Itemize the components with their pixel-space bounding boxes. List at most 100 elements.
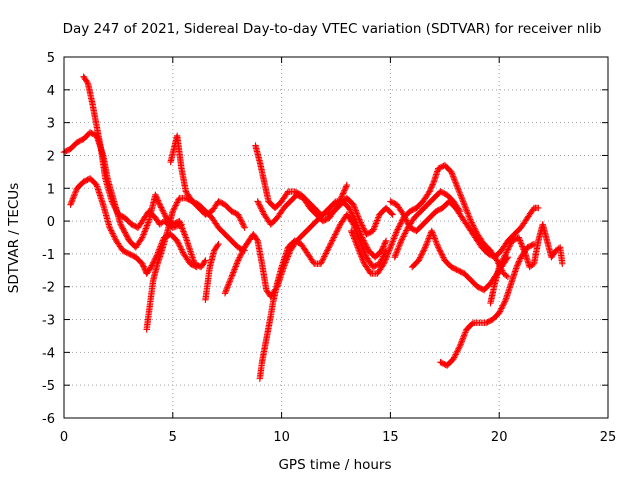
data-point: [353, 241, 360, 248]
data-point: [140, 229, 148, 237]
data-point: [507, 240, 515, 247]
data-point: [356, 250, 364, 257]
data-point: [353, 208, 360, 216]
data-point: [67, 201, 74, 208]
data-point: [176, 217, 183, 225]
data-point: [348, 227, 355, 235]
data-point: [327, 240, 335, 247]
x-axis-ticks: 0 5 10 15 20 25: [60, 57, 616, 445]
data-point: [123, 233, 131, 240]
data-point: [396, 221, 404, 229]
data-point: [258, 206, 266, 214]
data-point: [70, 194, 77, 201]
data-point: [388, 239, 396, 247]
data-point: [321, 253, 328, 260]
data-point: [455, 345, 462, 352]
data-point: [173, 237, 181, 244]
data-point: [221, 290, 229, 297]
data-point: [459, 197, 466, 204]
data-point: [113, 206, 120, 214]
data-point: [454, 183, 461, 190]
data-point: [437, 248, 444, 255]
data-point: [70, 192, 78, 199]
data-point: [383, 254, 390, 261]
data-point: [153, 194, 160, 201]
data-point: [499, 302, 507, 309]
y-tick-label: -4: [42, 346, 55, 361]
data-point: [516, 235, 523, 243]
data-point: [375, 214, 382, 221]
data-point: [455, 186, 462, 193]
data-point: [67, 199, 75, 207]
data-point: [346, 206, 353, 213]
data-point: [236, 214, 243, 221]
data-point: [222, 288, 229, 295]
data-point: [155, 200, 163, 207]
data-point: [425, 189, 432, 197]
data-point: [69, 197, 76, 204]
data-point: [147, 263, 155, 271]
data-point: [515, 234, 522, 241]
data-point: [391, 233, 398, 241]
data-point: [343, 183, 350, 190]
data-point: [461, 201, 468, 208]
data-point: [351, 204, 358, 211]
y-tick-label: -6: [42, 412, 55, 427]
data-point: [498, 303, 506, 311]
data-point: [448, 170, 456, 177]
data-point: [155, 198, 162, 206]
data-point: [371, 223, 378, 230]
data-point: [369, 227, 377, 235]
data-point: [119, 225, 126, 232]
data-point: [330, 234, 338, 241]
grid-lines: [64, 57, 608, 418]
data-point: [192, 263, 199, 270]
data-point: [429, 229, 436, 236]
data-point: [142, 225, 150, 232]
data-point: [180, 228, 187, 235]
data-point: [179, 226, 187, 234]
data-point: [231, 266, 238, 273]
data-point: [350, 202, 358, 210]
data-point: [328, 238, 335, 246]
data-point: [333, 203, 340, 210]
data-point: [419, 249, 426, 257]
data-point: [361, 249, 368, 256]
data-point: [452, 351, 459, 358]
data-point: [517, 240, 525, 247]
data-point: [359, 223, 367, 231]
data-point: [331, 232, 338, 240]
data-point: [425, 235, 432, 242]
data-point: [394, 226, 401, 233]
data-point: [458, 195, 466, 202]
data-point: [326, 241, 334, 248]
data-point: [463, 207, 470, 214]
data-point: [234, 257, 242, 264]
data-point: [519, 243, 526, 250]
data-point: [253, 236, 260, 243]
data-point: [337, 194, 345, 201]
data-point: [158, 205, 166, 213]
data-point: [429, 230, 437, 238]
data-point: [258, 205, 265, 212]
data-point: [517, 255, 524, 262]
data-point: [329, 237, 336, 244]
data-point: [356, 236, 363, 243]
data-point: [465, 213, 473, 220]
data-point: [418, 251, 425, 258]
data-point: [201, 258, 208, 265]
data-point: [113, 208, 121, 215]
y-tick-label: 4: [47, 84, 55, 99]
data-point: [391, 253, 398, 261]
data-point: [108, 198, 116, 205]
data-point: [422, 244, 429, 251]
data-point: [506, 241, 514, 249]
data-point: [332, 231, 339, 238]
data-point: [324, 245, 332, 253]
data-point: [171, 203, 179, 211]
data-point: [516, 256, 523, 264]
data-point: [453, 349, 460, 357]
data-point: [415, 257, 422, 264]
data-point: [181, 231, 188, 238]
data-point: [497, 260, 504, 268]
